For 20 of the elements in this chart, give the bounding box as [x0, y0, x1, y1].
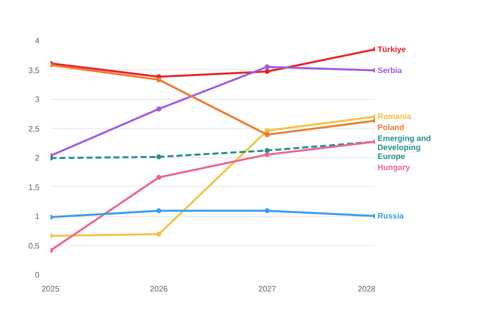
series-label: Emerging and Developing Europe — [378, 134, 431, 162]
y-tick-label: 0 — [35, 270, 40, 280]
y-tick-label: 1,5 — [28, 182, 40, 192]
y-tick-label: 3 — [35, 95, 40, 104]
y-tick-label: 1 — [35, 212, 40, 221]
x-tick-label: 2025 — [42, 284, 60, 294]
series-label: Serbia — [378, 66, 403, 75]
text: Hungary — [378, 163, 410, 172]
series-label: Russia — [378, 212, 404, 220]
y-tick-label: 2 — [35, 154, 40, 162]
x-tick-label: 2028 — [358, 284, 376, 294]
y-tick-label: 3,5 — [28, 66, 40, 75]
x-tick-label: 2026 — [150, 284, 168, 294]
series-label: Poland — [378, 123, 404, 132]
x-tick-label: 2027 — [258, 284, 277, 294]
y-tick-label: 2,5 — [28, 124, 40, 134]
y-tick-label: 0,5 — [28, 241, 40, 250]
series-label: Romania — [378, 112, 412, 122]
series-label: Türkiye — [378, 44, 407, 54]
y-tick-label: 4 — [35, 36, 40, 46]
